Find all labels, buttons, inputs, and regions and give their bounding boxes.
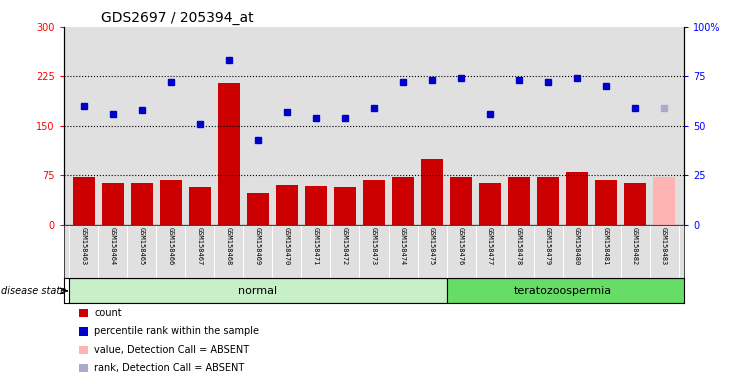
Bar xyxy=(73,177,95,225)
Bar xyxy=(247,193,269,225)
Text: GSM158463: GSM158463 xyxy=(81,227,87,266)
Bar xyxy=(625,183,646,225)
Bar xyxy=(160,180,182,225)
Bar xyxy=(305,186,327,225)
Bar xyxy=(218,83,240,225)
Text: GSM158480: GSM158480 xyxy=(574,227,580,266)
Text: GSM158481: GSM158481 xyxy=(603,227,609,266)
Text: GSM158483: GSM158483 xyxy=(661,227,667,266)
Text: percentile rank within the sample: percentile rank within the sample xyxy=(94,326,260,336)
Text: GSM158466: GSM158466 xyxy=(168,227,174,266)
Bar xyxy=(508,177,530,225)
Bar xyxy=(276,185,298,225)
Text: GSM158473: GSM158473 xyxy=(371,227,377,266)
Bar xyxy=(653,177,675,225)
Text: normal: normal xyxy=(239,286,278,296)
Text: GSM158476: GSM158476 xyxy=(458,227,464,266)
Text: GSM158482: GSM158482 xyxy=(632,227,638,266)
Text: GSM158477: GSM158477 xyxy=(487,227,493,266)
Text: GSM158465: GSM158465 xyxy=(139,227,145,266)
Text: GSM158467: GSM158467 xyxy=(197,227,203,266)
Text: rank, Detection Call = ABSENT: rank, Detection Call = ABSENT xyxy=(94,363,245,373)
Text: GSM158472: GSM158472 xyxy=(342,227,348,266)
Text: GDS2697 / 205394_at: GDS2697 / 205394_at xyxy=(101,11,254,25)
Text: GSM158470: GSM158470 xyxy=(284,227,290,266)
Bar xyxy=(421,159,443,225)
Text: GSM158471: GSM158471 xyxy=(313,227,319,266)
Text: GSM158474: GSM158474 xyxy=(400,227,406,266)
Text: GSM158464: GSM158464 xyxy=(110,227,116,266)
Text: GSM158478: GSM158478 xyxy=(516,227,522,266)
Bar xyxy=(447,278,693,303)
Bar xyxy=(102,183,123,225)
Bar xyxy=(479,183,501,225)
Bar xyxy=(450,177,472,225)
Text: GSM158479: GSM158479 xyxy=(545,227,551,266)
Bar xyxy=(392,177,414,225)
Bar xyxy=(334,187,356,225)
Text: GSM158475: GSM158475 xyxy=(429,227,435,266)
Bar xyxy=(566,172,588,225)
Bar xyxy=(363,180,385,225)
Bar xyxy=(189,187,211,225)
Bar xyxy=(537,177,559,225)
Text: GSM158469: GSM158469 xyxy=(255,227,261,266)
Text: disease state: disease state xyxy=(1,286,67,296)
Bar xyxy=(70,278,447,303)
Bar xyxy=(595,180,617,225)
Text: teratozoospermia: teratozoospermia xyxy=(514,286,612,296)
Text: value, Detection Call = ABSENT: value, Detection Call = ABSENT xyxy=(94,345,249,355)
Text: count: count xyxy=(94,308,122,318)
Bar xyxy=(131,183,153,225)
Text: GSM158468: GSM158468 xyxy=(226,227,232,266)
